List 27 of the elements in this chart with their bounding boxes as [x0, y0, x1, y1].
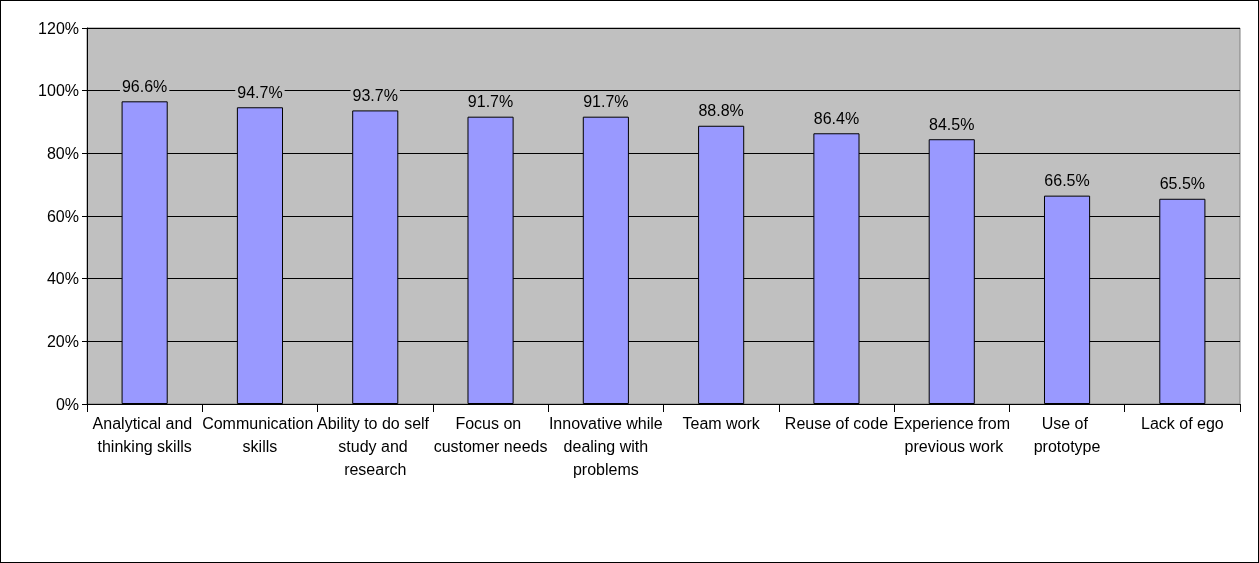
- y-tick-label: 120%: [38, 19, 79, 37]
- data-label: 93.7%: [352, 86, 398, 104]
- data-label: 86.4%: [813, 109, 860, 127]
- x-tick-label: Communication skills: [202, 415, 318, 455]
- x-tick-label: Lack of ego: [1140, 415, 1224, 432]
- y-tick-label: 60%: [46, 207, 79, 225]
- x-tick-label: Experience from previous work: [893, 415, 1010, 455]
- data-label: 65.5%: [1159, 175, 1206, 193]
- data-label: 91.7%: [467, 93, 514, 111]
- data-label: 94.7%: [237, 83, 283, 101]
- data-label: 91.7%: [583, 93, 629, 111]
- y-tick-label: 40%: [46, 270, 79, 288]
- y-tick-label: 100%: [38, 82, 79, 100]
- y-tick-label: 0%: [55, 395, 79, 413]
- x-tick-label: Innovative while dealing with problems: [548, 415, 663, 478]
- y-tick-label: 20%: [46, 332, 79, 350]
- data-label: 66.5%: [1044, 172, 1090, 190]
- data-label: 96.6%: [121, 77, 168, 95]
- x-tick-label: Focus on customer needs: [433, 415, 548, 455]
- x-tick-label: Team work: [682, 415, 761, 432]
- x-tick-label: Analytical and thinking skills: [92, 415, 197, 455]
- x-tick-label: Use of prototype: [1033, 415, 1101, 455]
- y-tick-label: 80%: [46, 144, 79, 162]
- x-tick-label: Ability to do self study and research: [317, 415, 434, 478]
- x-tick-label: Reuse of code: [784, 415, 889, 432]
- data-label: 88.8%: [698, 102, 744, 120]
- data-label: 84.5%: [929, 115, 975, 133]
